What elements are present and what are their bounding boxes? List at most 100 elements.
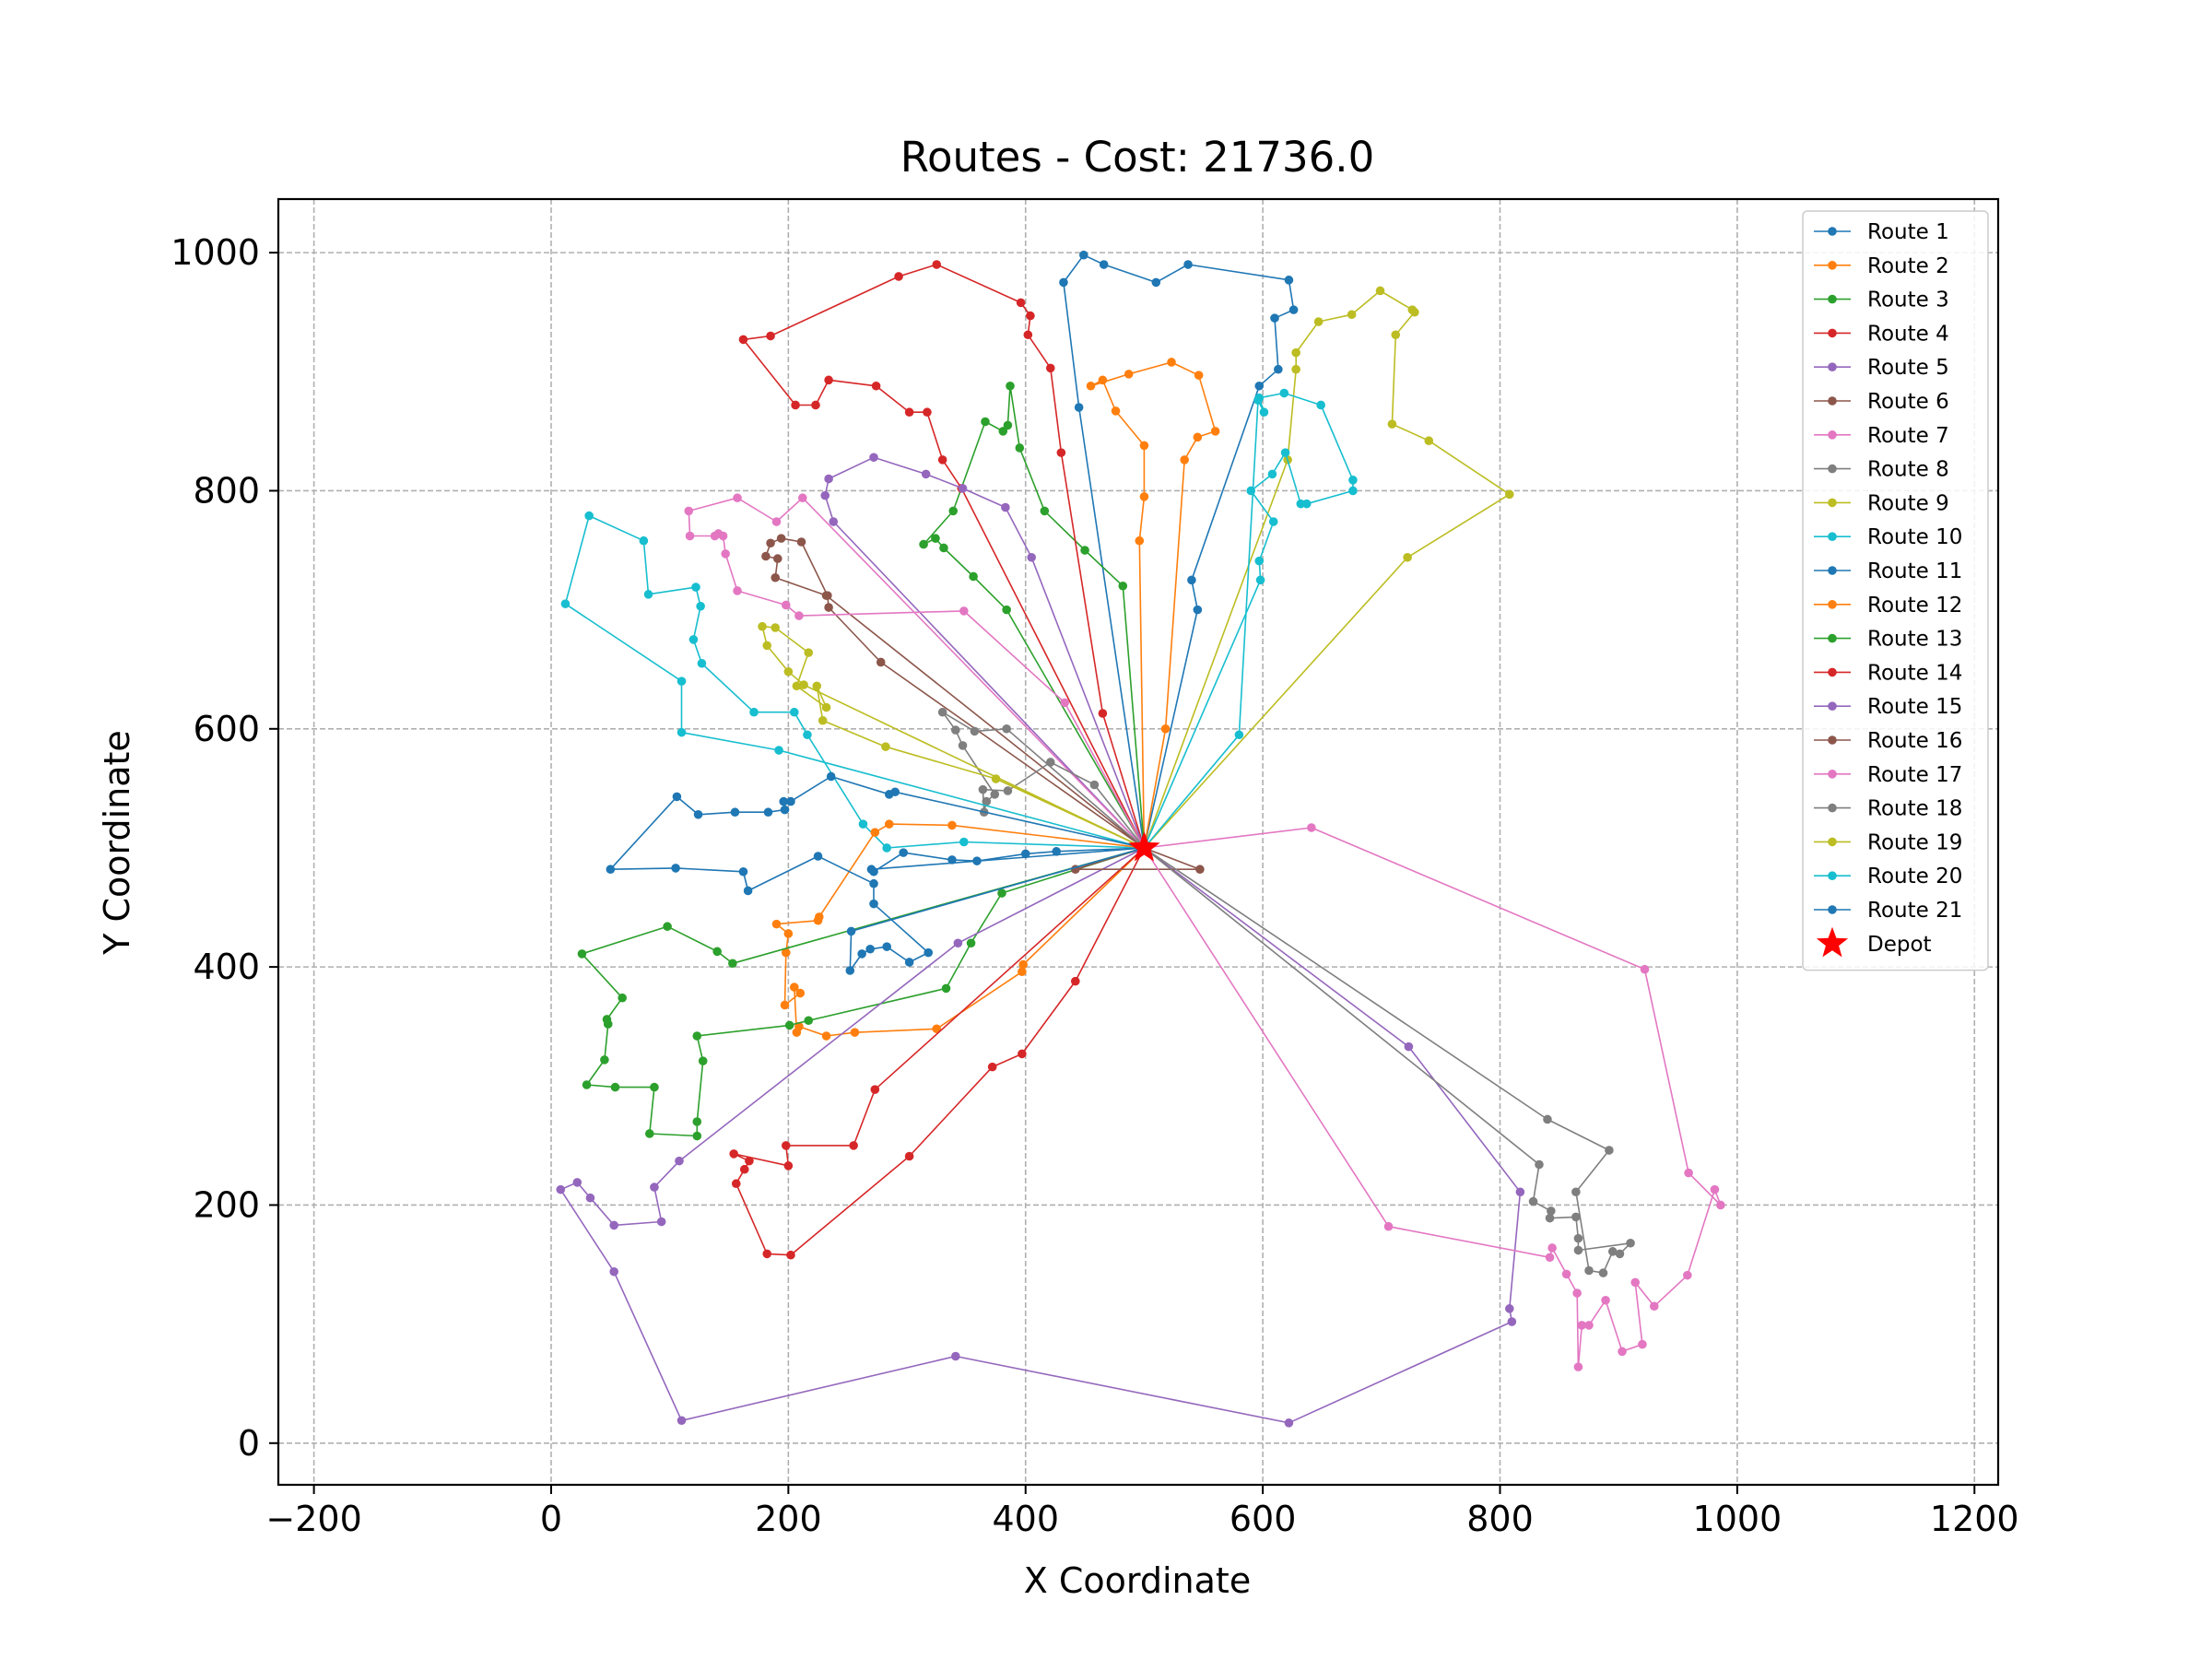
route-point bbox=[771, 572, 781, 582]
legend-marker bbox=[1828, 803, 1837, 813]
route-point bbox=[1016, 298, 1026, 308]
route-point bbox=[781, 1141, 791, 1150]
route-point bbox=[849, 1141, 858, 1150]
route-point bbox=[692, 1031, 702, 1041]
route-point bbox=[869, 453, 878, 463]
route-point bbox=[899, 848, 908, 857]
route-point bbox=[783, 929, 794, 938]
route-point bbox=[639, 535, 649, 546]
route-point bbox=[919, 539, 928, 549]
legend-label: Route 8 bbox=[1867, 458, 1949, 482]
route-point bbox=[948, 506, 959, 516]
route-series bbox=[556, 250, 1725, 1428]
route-point bbox=[1543, 1114, 1552, 1124]
route-point bbox=[790, 707, 799, 717]
route-point bbox=[1180, 455, 1189, 465]
route-point bbox=[656, 1217, 666, 1227]
route-point bbox=[894, 272, 903, 281]
route-point bbox=[978, 784, 988, 794]
route-point bbox=[1086, 381, 1096, 391]
route-point bbox=[1650, 1301, 1659, 1312]
route-point bbox=[1291, 364, 1300, 374]
legend-entry: Route 7 bbox=[1814, 424, 1949, 448]
route-point bbox=[1279, 388, 1289, 398]
route-point bbox=[815, 912, 824, 922]
legend-marker bbox=[1828, 871, 1837, 880]
route-point bbox=[1605, 1146, 1614, 1155]
route-point bbox=[981, 417, 990, 427]
route-point bbox=[1254, 556, 1265, 566]
route-point bbox=[881, 742, 890, 751]
route-point bbox=[811, 400, 820, 410]
route-point bbox=[1027, 552, 1036, 562]
route-point bbox=[1347, 310, 1357, 320]
route-point bbox=[1572, 1288, 1582, 1298]
route-point bbox=[1195, 865, 1205, 875]
legend-marker bbox=[1828, 566, 1837, 575]
route-point bbox=[821, 1031, 831, 1041]
route-point bbox=[953, 938, 963, 948]
legend-entry: Route 20 bbox=[1814, 865, 1962, 888]
x-tick-label: 400 bbox=[992, 1499, 1059, 1539]
route-point bbox=[1023, 330, 1033, 340]
x-tick-label: 1000 bbox=[1693, 1499, 1783, 1539]
legend-entry: Route 16 bbox=[1814, 729, 1962, 753]
route-point bbox=[858, 819, 868, 829]
legend-label: Route 10 bbox=[1867, 525, 1962, 549]
route-point bbox=[781, 600, 791, 610]
route-point bbox=[990, 790, 1000, 799]
route-point bbox=[1626, 1238, 1635, 1248]
route-point bbox=[1160, 724, 1171, 734]
route-point bbox=[1118, 581, 1128, 591]
route-point bbox=[824, 375, 833, 385]
route-point bbox=[1040, 506, 1050, 516]
route-point bbox=[941, 983, 951, 994]
route-point bbox=[991, 774, 1001, 783]
route-series-group bbox=[919, 381, 1149, 853]
route-point bbox=[685, 531, 695, 541]
route-point bbox=[846, 926, 856, 936]
route-point bbox=[947, 855, 957, 865]
route-point bbox=[1098, 709, 1108, 718]
route-point bbox=[688, 635, 699, 644]
route-point bbox=[780, 1000, 790, 1010]
route-point bbox=[1045, 758, 1055, 767]
plot-frame bbox=[276, 197, 2000, 1487]
y-tick-label: 400 bbox=[193, 947, 260, 987]
legend-entry: Route 17 bbox=[1814, 763, 1962, 787]
route-point bbox=[1571, 1212, 1581, 1222]
route-point bbox=[1288, 305, 1299, 314]
route-point bbox=[1291, 347, 1300, 358]
legend-entry: Route 3 bbox=[1814, 288, 1949, 312]
route-line bbox=[761, 625, 1145, 849]
route-point bbox=[795, 988, 806, 998]
route-point bbox=[609, 1266, 618, 1277]
route-point bbox=[1710, 1184, 1720, 1194]
route-point bbox=[781, 947, 791, 958]
route-point bbox=[729, 1149, 738, 1159]
route-point bbox=[577, 949, 587, 959]
route-point bbox=[771, 623, 781, 632]
route-point bbox=[1638, 1339, 1647, 1349]
route-point bbox=[1528, 1196, 1538, 1206]
route-point bbox=[796, 537, 806, 547]
route-series-group bbox=[761, 534, 1149, 853]
route-point bbox=[1098, 375, 1108, 385]
route-point bbox=[1403, 552, 1412, 562]
route-point bbox=[761, 551, 771, 561]
route-point bbox=[1535, 1159, 1544, 1170]
grid bbox=[278, 199, 1998, 1485]
legend-label: Route 3 bbox=[1867, 288, 1949, 312]
route-point bbox=[1124, 370, 1134, 379]
route-point bbox=[693, 809, 703, 819]
legend-label: Route 9 bbox=[1867, 491, 1949, 515]
route-point bbox=[845, 966, 855, 975]
route-point bbox=[937, 455, 947, 465]
route-point bbox=[1167, 358, 1176, 367]
route-point bbox=[1507, 1317, 1517, 1326]
route-point bbox=[1026, 311, 1035, 321]
legend-label-depot: Depot bbox=[1867, 933, 1932, 957]
x-axis-label: X Coordinate bbox=[1024, 1560, 1251, 1601]
route-point bbox=[923, 407, 932, 418]
route-point bbox=[1139, 492, 1149, 501]
